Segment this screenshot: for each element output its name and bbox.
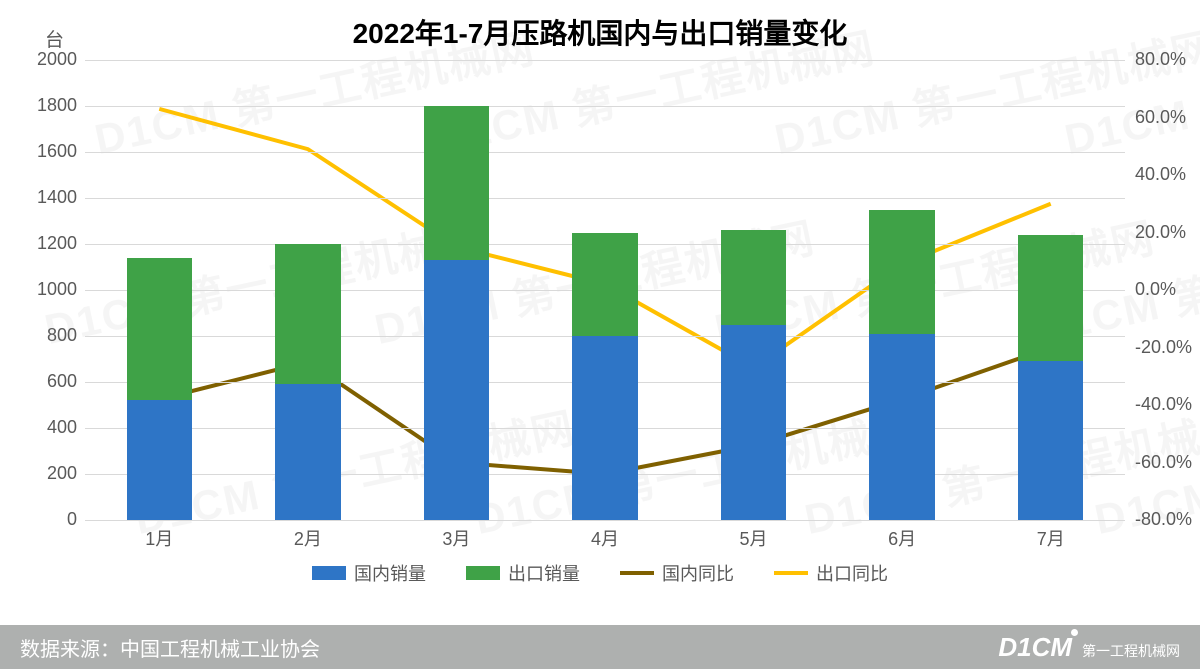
- chart-container: D1CM 第一工程机械网D1CM 第一工程机械网D1CM 第一工程机械网D1CM…: [0, 0, 1200, 669]
- y-right-tick-label: -80.0%: [1135, 509, 1192, 530]
- bar-group: [721, 230, 786, 520]
- y-right-tick-label: -20.0%: [1135, 337, 1192, 358]
- y-right-tick-label: -40.0%: [1135, 394, 1192, 415]
- x-tick-label: 5月: [679, 525, 828, 551]
- bar-group: [424, 106, 489, 520]
- legend-line-swatch: [774, 571, 808, 575]
- legend-label: 出口同比: [816, 560, 888, 586]
- bar-export: [869, 210, 934, 334]
- bar-export: [127, 258, 192, 401]
- y-right-tick-label: 80.0%: [1135, 49, 1186, 70]
- y-left-tick-label: 0: [17, 509, 77, 530]
- bar-domestic: [869, 334, 934, 520]
- y-left-tick-label: 2000: [17, 49, 77, 70]
- gridline: [85, 106, 1125, 107]
- y-left-tick-label: 400: [17, 417, 77, 438]
- y-left-tick-label: 1000: [17, 279, 77, 300]
- legend-item: 国内销量: [312, 560, 426, 586]
- gridline: [85, 520, 1125, 521]
- x-tick-label: 2月: [234, 525, 383, 551]
- legend-item: 国内同比: [620, 560, 734, 586]
- legend-label: 国内同比: [662, 560, 734, 586]
- bar-group: [869, 210, 934, 521]
- bar-group: [1018, 235, 1083, 520]
- bar-export: [721, 230, 786, 324]
- plot-area: [85, 60, 1125, 520]
- legend-swatch: [312, 566, 346, 580]
- y-left-tick-label: 1600: [17, 141, 77, 162]
- footer-bar: 数据来源：中国工程机械工业协会 D1CM 第一工程机械网: [0, 625, 1200, 669]
- gridline: [85, 198, 1125, 199]
- y-axis-unit: 台: [45, 25, 64, 52]
- legend-line-swatch: [620, 571, 654, 575]
- bar-export: [1018, 235, 1083, 362]
- legend-swatch: [466, 566, 500, 580]
- footer-logo-main: D1CM: [998, 632, 1072, 663]
- bar-domestic: [275, 384, 340, 520]
- bar-group: [275, 244, 340, 520]
- legend-item: 出口同比: [774, 560, 888, 586]
- x-tick-label: 4月: [531, 525, 680, 551]
- footer-logo: D1CM 第一工程机械网: [998, 632, 1180, 663]
- bar-group: [572, 233, 637, 521]
- bar-group: [127, 258, 192, 520]
- y-right-tick-label: 0.0%: [1135, 279, 1176, 300]
- y-left-tick-label: 1800: [17, 95, 77, 116]
- y-left-tick-label: 1200: [17, 233, 77, 254]
- footer-logo-sub: 第一工程机械网: [1082, 641, 1180, 661]
- bar-domestic: [721, 325, 786, 521]
- y-left-tick-label: 800: [17, 325, 77, 346]
- bar-domestic: [127, 400, 192, 520]
- y-left-tick-label: 200: [17, 463, 77, 484]
- bar-domestic: [1018, 361, 1083, 520]
- legend: 国内销量 出口销量 国内同比 出口同比: [0, 560, 1200, 586]
- gridline: [85, 152, 1125, 153]
- y-right-tick-label: -60.0%: [1135, 452, 1192, 473]
- x-tick-label: 3月: [382, 525, 531, 551]
- y-left-tick-label: 1400: [17, 187, 77, 208]
- x-tick-label: 1月: [85, 525, 234, 551]
- y-left-tick-label: 600: [17, 371, 77, 392]
- bar-export: [424, 106, 489, 260]
- x-tick-label: 7月: [976, 525, 1125, 551]
- legend-label: 国内销量: [354, 560, 426, 586]
- bar-domestic: [572, 336, 637, 520]
- x-tick-label: 6月: [828, 525, 977, 551]
- legend-label: 出口销量: [508, 560, 580, 586]
- chart-title: 2022年1-7月压路机国内与出口销量变化: [0, 12, 1200, 52]
- bar-export: [275, 244, 340, 384]
- bar-export: [572, 233, 637, 337]
- y-right-tick-label: 20.0%: [1135, 222, 1186, 243]
- legend-item: 出口销量: [466, 560, 580, 586]
- y-right-tick-label: 40.0%: [1135, 164, 1186, 185]
- gridline: [85, 60, 1125, 61]
- data-source-label: 数据来源：中国工程机械工业协会: [20, 633, 320, 662]
- y-right-tick-label: 60.0%: [1135, 107, 1186, 128]
- bar-domestic: [424, 260, 489, 520]
